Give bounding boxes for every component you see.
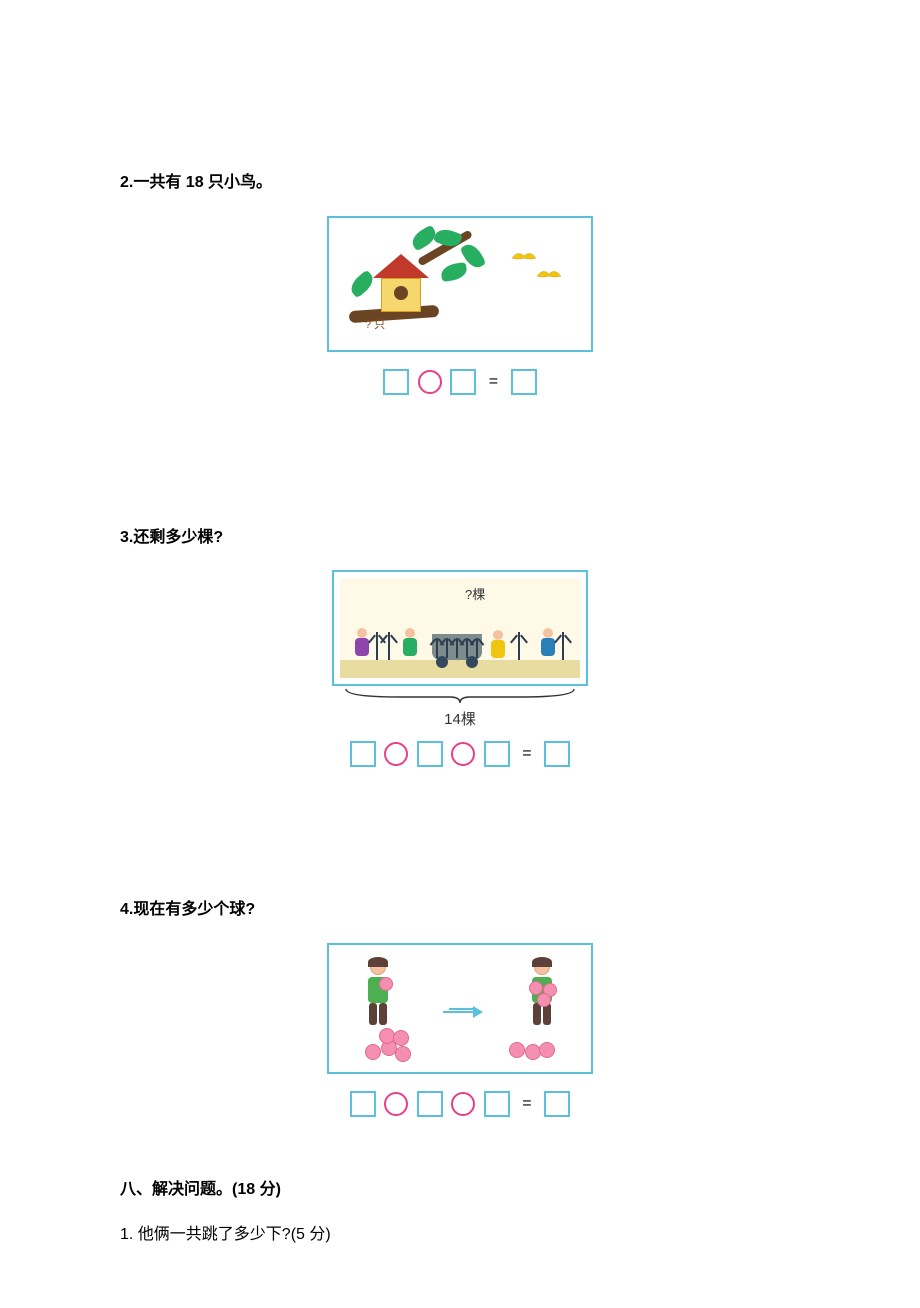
section8-q1: 1. 他俩一共跳了多少下?(5 分) bbox=[120, 1222, 800, 1248]
bird-scene: ? 只 bbox=[335, 224, 585, 344]
ball-icon bbox=[395, 1046, 411, 1062]
operator-circle[interactable] bbox=[451, 1092, 475, 1116]
brace-wrap: 14棵 bbox=[120, 687, 800, 729]
answer-box[interactable] bbox=[417, 1091, 443, 1117]
flying-bird-icon bbox=[510, 250, 538, 266]
operator-circle[interactable] bbox=[384, 1092, 408, 1116]
sapling-icon bbox=[388, 632, 390, 660]
worksheet-page: 2.一共有 18 只小鸟。 ? 只 bbox=[0, 0, 920, 1308]
ball-icon bbox=[509, 1042, 525, 1058]
child-icon bbox=[488, 630, 508, 664]
tree-icon: ? 只 bbox=[345, 224, 485, 344]
equals-sign: = bbox=[518, 1095, 535, 1113]
birdhouse-roof-icon bbox=[373, 254, 429, 278]
operator-circle[interactable] bbox=[384, 742, 408, 766]
answer-box[interactable] bbox=[350, 741, 376, 767]
q4-text: 4.现在有多少个球? bbox=[120, 897, 800, 923]
answer-box[interactable] bbox=[484, 741, 510, 767]
q3-text: 3.还剩多少棵? bbox=[120, 525, 800, 551]
section8-heading: 八、解决问题。(18 分) bbox=[120, 1177, 800, 1203]
answer-box[interactable] bbox=[544, 1091, 570, 1117]
answer-box[interactable] bbox=[511, 369, 537, 395]
ball-icon bbox=[379, 977, 393, 991]
q2-text: 2.一共有 18 只小鸟。 bbox=[120, 170, 800, 196]
operator-circle[interactable] bbox=[418, 370, 442, 394]
cart-label: ?棵 bbox=[465, 584, 485, 603]
ball-scene bbox=[335, 951, 585, 1066]
q4-equation: = bbox=[120, 1091, 800, 1117]
answer-box[interactable] bbox=[350, 1091, 376, 1117]
q3-illustration-wrap: ?棵 14棵 bbox=[120, 570, 800, 729]
ball-icon bbox=[537, 993, 551, 1007]
ball-icon bbox=[365, 1044, 381, 1060]
answer-box[interactable] bbox=[484, 1091, 510, 1117]
sapling-icon bbox=[376, 632, 378, 660]
q4-illustration-wrap bbox=[120, 943, 800, 1079]
brace-label: 14棵 bbox=[120, 708, 800, 729]
birdhouse-label: ? 只 bbox=[365, 316, 385, 332]
q2-equation: = bbox=[120, 369, 800, 395]
planting-scene: ?棵 bbox=[340, 578, 580, 678]
sapling-icon bbox=[518, 632, 520, 660]
answer-box[interactable] bbox=[417, 741, 443, 767]
q2-illustration-wrap: ? 只 bbox=[120, 216, 800, 357]
answer-box[interactable] bbox=[450, 369, 476, 395]
q2-illustration-box: ? 只 bbox=[327, 216, 593, 352]
child-icon bbox=[400, 628, 420, 662]
arrow-right-icon bbox=[443, 1007, 483, 1017]
ball-icon bbox=[539, 1042, 555, 1058]
answer-box[interactable] bbox=[383, 369, 409, 395]
equals-sign: = bbox=[485, 373, 502, 391]
child-icon bbox=[361, 959, 395, 1029]
brace-icon bbox=[340, 687, 580, 705]
answer-box[interactable] bbox=[544, 741, 570, 767]
child-icon bbox=[538, 628, 558, 662]
operator-circle[interactable] bbox=[451, 742, 475, 766]
q4-illustration-box bbox=[327, 943, 593, 1074]
ball-icon bbox=[393, 1030, 409, 1046]
flying-bird-icon bbox=[535, 268, 563, 284]
q3-illustration-box: ?棵 bbox=[332, 570, 588, 686]
equals-sign: = bbox=[518, 745, 535, 763]
child-icon bbox=[352, 628, 372, 662]
q3-equation: = bbox=[120, 741, 800, 767]
sapling-icon bbox=[562, 632, 564, 660]
